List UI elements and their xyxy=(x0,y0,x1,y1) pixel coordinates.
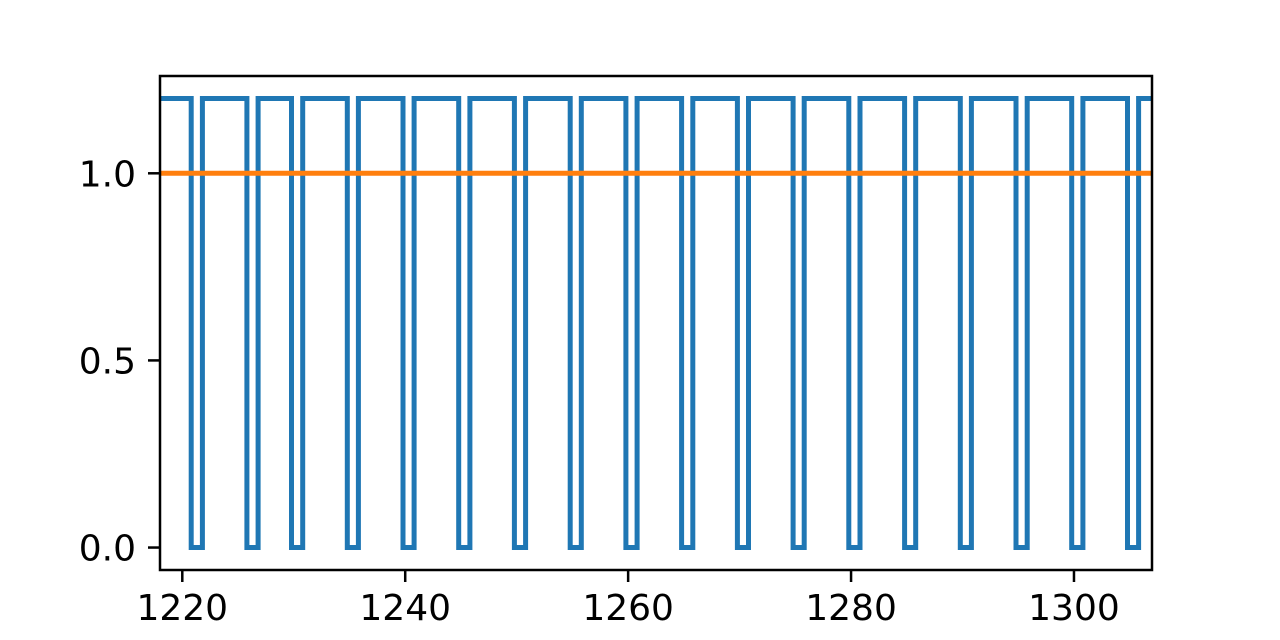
series-layer xyxy=(160,96,1152,550)
x-tick-label: 1300 xyxy=(1028,588,1120,629)
x-tick-label: 1240 xyxy=(359,588,451,629)
x-tick-label: 1260 xyxy=(582,588,674,629)
series-line-step xyxy=(160,96,1152,550)
x-axis: 1220 1240 1260 1280 1300 xyxy=(136,570,1120,629)
plot-frame xyxy=(158,74,1154,572)
x-tick-label: 1280 xyxy=(805,588,897,629)
x-tick-label: 1220 xyxy=(136,588,228,629)
y-tick-label: 1.0 xyxy=(79,154,136,195)
y-tick-label: 0.5 xyxy=(79,341,136,382)
y-tick-label: 0.0 xyxy=(79,529,136,570)
y-axis: 0.0 0.5 1.0 xyxy=(79,154,160,570)
